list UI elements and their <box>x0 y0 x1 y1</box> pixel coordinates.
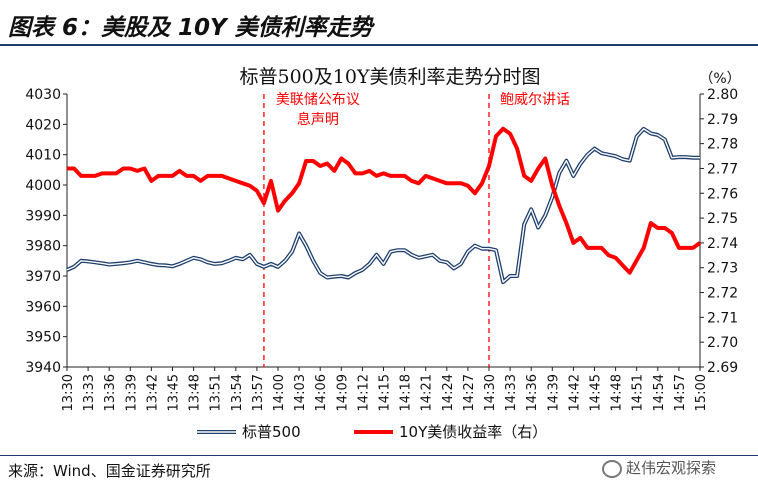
left-tick-label: 4010 <box>25 148 61 164</box>
x-tick-label: 14:18 <box>399 374 414 411</box>
x-tick-label: 14:24 <box>441 374 456 411</box>
wechat-icon <box>602 459 622 478</box>
right-tick-label: 2.77 <box>707 161 738 177</box>
source-note: 来源：Wind、国金证券研究所 <box>8 462 211 480</box>
x-tick-label: 14:39 <box>546 374 561 411</box>
x-tick-label: 13:39 <box>124 374 139 411</box>
right-tick-label: 2.69 <box>707 360 738 376</box>
left-tick-label: 3990 <box>25 208 61 224</box>
x-tick-label: 14:12 <box>356 374 371 411</box>
footer-divider <box>0 455 758 456</box>
right-tick-label: 2.79 <box>707 112 738 128</box>
left-tick-label: 3950 <box>25 330 61 346</box>
spx-line-outer <box>66 126 700 285</box>
x-tick-label: 14:06 <box>314 374 329 411</box>
right-tick-label: 2.72 <box>707 286 738 302</box>
x-tick-label: 13:57 <box>251 374 266 411</box>
right-tick-label: 2.71 <box>707 310 738 326</box>
x-tick-label: 13:54 <box>230 374 245 411</box>
yield-line <box>67 126 702 275</box>
x-tick-label: 14:42 <box>567 374 582 411</box>
chart: 标普500及10Y美债利率走势分时图 （%） 39403950396039703… <box>25 66 740 441</box>
x-tick-label: 13:33 <box>82 374 97 411</box>
left-tick-label: 4020 <box>25 117 61 133</box>
chart-title: 标普500及10Y美债利率走势分时图 <box>240 66 541 88</box>
legend-label-yield: 10Y美债收益率（右） <box>399 423 547 441</box>
left-tick-label: 4030 <box>25 87 61 103</box>
x-tick-label: 13:36 <box>103 374 118 411</box>
event-annotation-text: 美联储公布议 <box>276 92 360 108</box>
event-annotation-text: 息声明 <box>297 111 339 128</box>
event-lines <box>263 94 490 367</box>
x-tick-label: 14:03 <box>293 374 308 411</box>
x-tick-label: 14:54 <box>652 374 667 411</box>
right-tick-label: 2.70 <box>707 335 738 351</box>
x-tick-label: 14:48 <box>610 374 625 411</box>
x-tick-label: 14:51 <box>631 374 646 411</box>
left-tick-label: 3970 <box>25 269 61 285</box>
x-tick-label: 14:57 <box>673 374 688 411</box>
right-tick-label: 2.74 <box>707 236 738 252</box>
x-tick-label: 14:27 <box>462 374 477 411</box>
axes: 3940 3950 3960 3970 3980 3990 4000 4010 4020 4030… <box>25 87 738 411</box>
x-tick-label: 13:30 <box>61 374 76 411</box>
x-tick-label: 14:45 <box>589 374 604 411</box>
x-tick-label: 14:09 <box>335 374 350 411</box>
x-tick-label: 13:42 <box>145 374 160 411</box>
right-tick-label: 2.78 <box>707 137 738 153</box>
x-tick-label: 14:21 <box>420 374 435 411</box>
legend-label-spx: 标普500 <box>242 423 301 441</box>
x-tick-label: 15:00 <box>694 374 709 411</box>
x-tick-label: 13:45 <box>167 374 182 411</box>
right-tick-label: 2.76 <box>707 186 738 202</box>
watermark: 赵伟宏观探索 <box>602 457 716 478</box>
x-tick-label: 14:30 <box>483 374 498 411</box>
figure-title: 图表 6：美股及 10Y 美债利率走势 <box>8 15 373 41</box>
x-tick-label: 13:51 <box>209 374 224 411</box>
x-tick-label: 14:00 <box>272 374 287 411</box>
right-tick-label: 2.75 <box>707 211 738 227</box>
left-tick-label: 3940 <box>25 360 61 376</box>
right-tick-label: 2.73 <box>707 261 738 277</box>
x-tick-label: 13:48 <box>188 374 203 411</box>
watermark-text: 赵伟宏观探索 <box>626 459 717 477</box>
x-tick-label: 14:33 <box>504 374 519 411</box>
title-divider <box>0 44 758 46</box>
spx-line-inner <box>66 128 700 283</box>
right-tick-label: 2.80 <box>707 87 738 103</box>
left-tick-label: 3980 <box>25 239 61 255</box>
event-annotation-text: 鲍威尔讲话 <box>500 92 570 108</box>
right-axis-unit: （%） <box>699 71 740 87</box>
left-tick-label: 4000 <box>25 178 61 194</box>
legend: 标普500 10Y美债收益率（右） <box>197 423 547 441</box>
series-lines <box>66 126 702 285</box>
x-tick-label: 14:15 <box>378 374 393 411</box>
x-tick-label: 14:36 <box>525 374 540 411</box>
left-tick-label: 3960 <box>25 299 61 315</box>
